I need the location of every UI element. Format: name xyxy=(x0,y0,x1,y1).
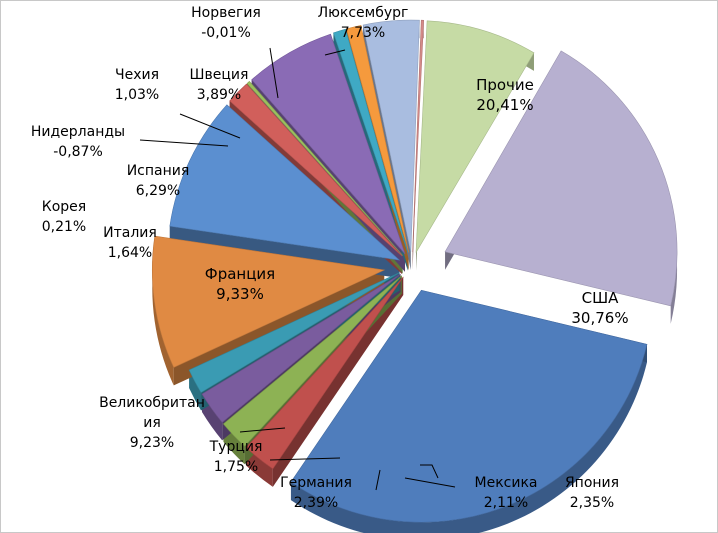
label-мексика: Мексика 2,11% xyxy=(475,475,538,511)
label-германия: Германия 2,39% xyxy=(280,475,352,511)
label-line-италия-0: Италия xyxy=(103,225,157,241)
label-швеция: Швеция 3,89% xyxy=(190,67,249,103)
slice-side-сша xyxy=(290,344,647,533)
slice-нидерланды xyxy=(333,28,409,253)
label-line-мексика-0: Мексика xyxy=(475,475,538,491)
pie-tops xyxy=(152,19,678,523)
label-line-нидерланды-1: -0,87% xyxy=(53,144,103,160)
label-line-япония-0: Япония xyxy=(565,475,619,491)
label-line-франция-0: Франция xyxy=(205,265,275,283)
label-line-япония-1: 2,35% xyxy=(570,495,614,511)
leader-line-мексика xyxy=(404,477,456,488)
label-line-люксембург-1: 7,73% xyxy=(341,25,385,41)
slice-сша xyxy=(290,289,648,523)
label-line-германия-1: 2,39% xyxy=(294,495,338,511)
label-line-сша-0: США xyxy=(582,289,620,307)
slice-мексика xyxy=(223,275,403,447)
label-корея: Корея 0,21% xyxy=(42,199,86,235)
slice-labels: Прочие 20,41% США 30,76% Япония 2,35% Мексика 2… xyxy=(31,5,629,511)
label-line-турция-1: 1,75% xyxy=(214,459,258,475)
slice-норвегия xyxy=(412,19,424,253)
slice-edge-япония xyxy=(272,276,404,487)
label-line-великобритания-2: 9,23% xyxy=(130,435,174,451)
label-line-норвегия-1: -0,01% xyxy=(201,25,251,41)
label-line-нидерланды-0: Нидерланды xyxy=(31,124,125,140)
leader-line-япония xyxy=(420,464,439,479)
slice-япония xyxy=(245,276,404,470)
label-line-испания-0: Испания xyxy=(127,163,190,179)
label-line-германия-0: Германия xyxy=(280,475,352,491)
slice-швеция xyxy=(362,19,420,253)
label-line-чехия-0: Чехия xyxy=(115,67,159,83)
slice-люксембург xyxy=(415,20,535,253)
label-line-чехия-1: 1,03% xyxy=(115,87,159,103)
label-line-великобритания-1: ия xyxy=(143,415,161,431)
label-испания: Испания 6,29% xyxy=(127,163,190,199)
slice-турция xyxy=(188,272,400,393)
label-line-сша-1: 30,76% xyxy=(571,309,628,327)
label-чехия: Чехия 1,03% xyxy=(115,67,159,103)
label-line-корея-0: Корея xyxy=(42,199,86,215)
leader-line-норвегия xyxy=(269,47,279,99)
label-line-люксембург-0: Люксембург xyxy=(318,5,409,21)
label-великобритания: Великобритан ия 9,23% xyxy=(99,395,205,451)
label-line-мексика-1: 2,11% xyxy=(484,495,528,511)
label-line-франция-1: 9,33% xyxy=(216,285,264,303)
label-line-турция-0: Турция xyxy=(209,439,263,455)
slice-великобритания xyxy=(152,235,386,368)
slice-side-турция xyxy=(189,369,202,411)
label-франция: Франция 9,33% xyxy=(205,265,275,303)
label-line-швеция-0: Швеция xyxy=(190,67,249,83)
leader-line-чехия xyxy=(179,113,241,139)
label-люксембург: Люксембург 7,73% xyxy=(318,5,409,41)
slice-германия xyxy=(201,273,401,423)
label-италия: Италия 1,64% xyxy=(103,225,157,261)
label-норвегия: Норвегия -0,01% xyxy=(191,5,261,41)
leader-line-германия xyxy=(375,469,381,491)
slice-прочие xyxy=(444,50,678,307)
leader-line-нидерланды xyxy=(139,139,229,147)
label-line-прочие-0: Прочие xyxy=(476,76,534,94)
label-line-швеция-1: 3,89% xyxy=(197,87,241,103)
slice-чехия xyxy=(346,25,409,253)
slice-италия xyxy=(229,83,403,257)
label-line-норвегия-0: Норвегия xyxy=(191,5,261,21)
label-line-италия-1: 1,64% xyxy=(108,245,152,261)
label-сша: США 30,76% xyxy=(571,289,628,327)
leader-line-великобритания xyxy=(239,427,286,433)
label-line-испания-1: 6,29% xyxy=(136,183,180,199)
leader-line-турция xyxy=(269,457,341,461)
leader-line-люксембург xyxy=(324,49,346,56)
label-прочие: Прочие 20,41% xyxy=(476,76,534,114)
label-япония: Япония 2,35% xyxy=(565,475,619,511)
slice-испания xyxy=(251,33,406,255)
slice-франция xyxy=(169,104,401,261)
label-leaders xyxy=(139,47,456,491)
label-турция: Турция 1,75% xyxy=(209,439,263,475)
label-line-корея-1: 0,21% xyxy=(42,219,86,235)
label-нидерланды: Нидерланды -0,87% xyxy=(31,124,125,160)
label-line-прочие-1: 20,41% xyxy=(476,96,533,114)
label-line-великобритания-0: Великобритан xyxy=(99,395,205,411)
slice-корея xyxy=(246,80,403,256)
slice-side-япония xyxy=(246,447,273,487)
